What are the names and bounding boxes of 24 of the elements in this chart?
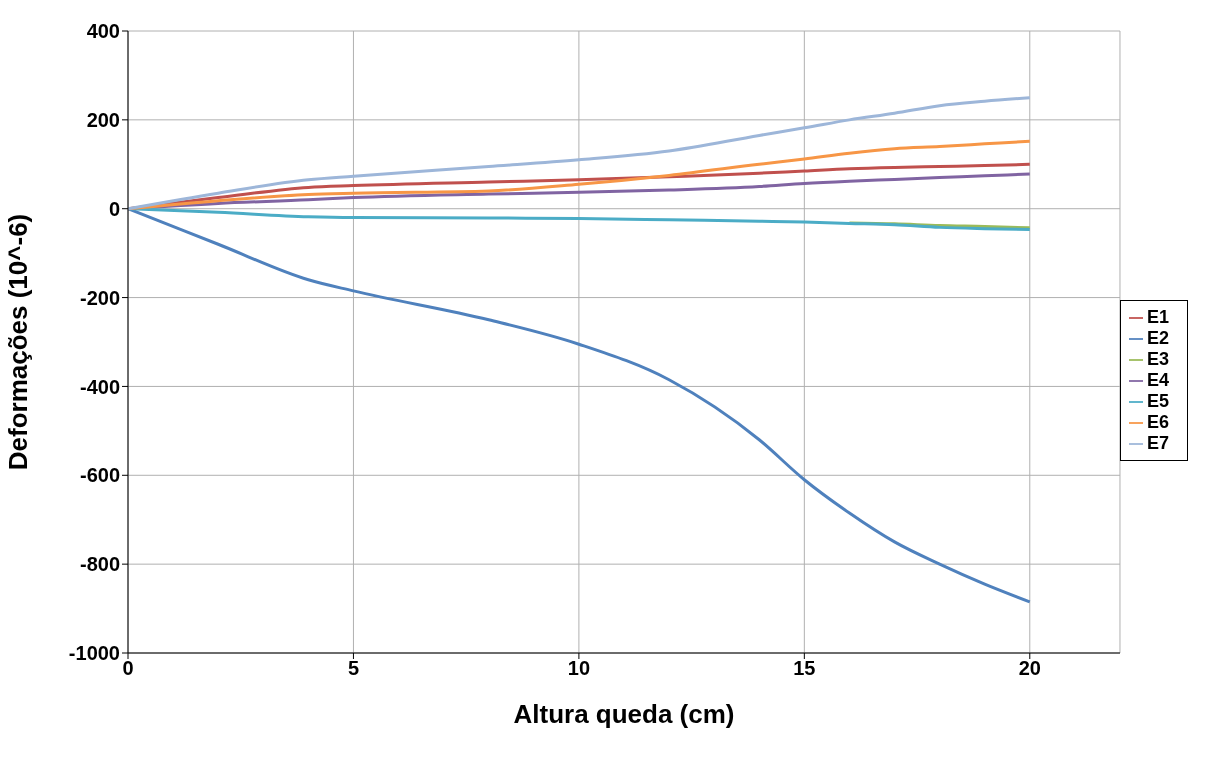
x-tick-label: 10: [567, 657, 591, 680]
legend-label: E7: [1146, 433, 1169, 453]
x-tick-label: 15: [793, 657, 816, 680]
y-tick-label: -600: [79, 464, 120, 487]
y-tick-label: -200: [79, 286, 120, 309]
legend-label: E2: [1146, 328, 1169, 348]
legend-label: E5: [1146, 391, 1169, 411]
line-series: [128, 207, 1032, 604]
legend-label: E6: [1146, 412, 1169, 432]
y-tick-label: 400: [86, 20, 120, 43]
x-tick-label: 5: [347, 657, 360, 680]
y-tick-label: -400: [79, 375, 120, 398]
y-tick-label: 200: [86, 108, 120, 131]
legend-label: E4: [1146, 370, 1169, 390]
y-tick-label: -1000: [68, 642, 120, 665]
x-tick-label: 20: [1018, 657, 1041, 680]
legend-label: E3: [1146, 349, 1169, 369]
x-tick-label: 0: [122, 657, 134, 680]
y-axis-title: Deformações (10^-6): [3, 213, 34, 471]
y-tick-label: -800: [79, 553, 120, 576]
line-series: [128, 96, 1032, 211]
y-tick-label: 0: [108, 197, 120, 220]
x-axis-title: Altura queda (cm): [513, 699, 735, 729]
legend-label: E1: [1146, 307, 1169, 327]
